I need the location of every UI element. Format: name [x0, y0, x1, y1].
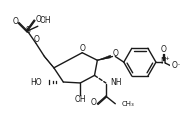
Text: OH: OH [40, 16, 51, 25]
Text: O: O [34, 35, 40, 44]
Text: +: + [164, 56, 169, 61]
Text: NH: NH [111, 79, 122, 87]
Text: O⁻: O⁻ [172, 61, 180, 70]
Text: O: O [112, 49, 118, 58]
Text: O: O [12, 17, 18, 26]
Text: O: O [161, 45, 166, 54]
Text: OH: OH [75, 95, 86, 103]
Text: N: N [161, 57, 166, 66]
Text: O: O [91, 98, 96, 107]
Polygon shape [97, 55, 111, 60]
Polygon shape [44, 55, 54, 68]
Text: HO: HO [30, 77, 42, 86]
Text: S: S [25, 27, 30, 35]
Text: O: O [36, 15, 42, 24]
Text: O: O [79, 44, 85, 53]
Text: CH₃: CH₃ [122, 101, 135, 107]
